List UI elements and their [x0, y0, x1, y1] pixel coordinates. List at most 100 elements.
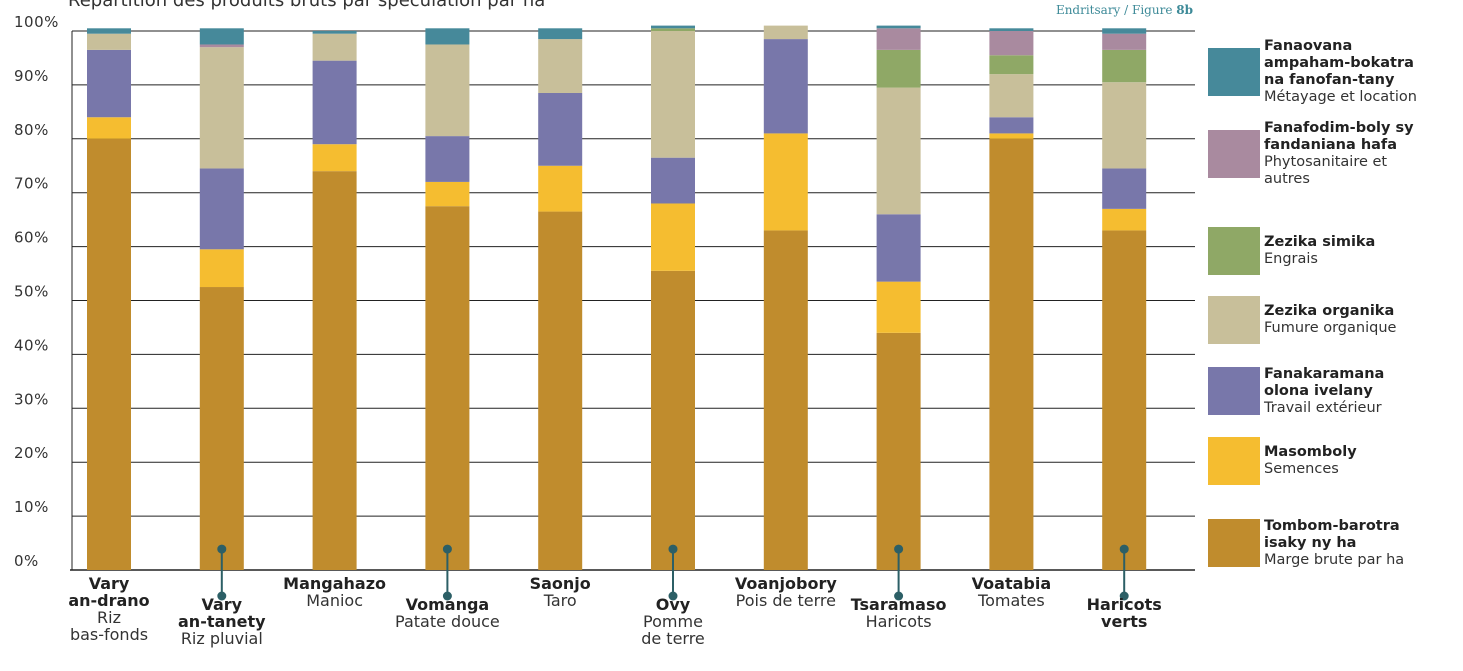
legend-swatch [1208, 296, 1260, 344]
x-axis-labels: Varyan-dranoRizbas-fondsVaryan-tanetyRiz… [68, 574, 1161, 648]
legend-label-fr: Travail extérieur [1264, 399, 1382, 416]
x-label-fr: Riz [97, 608, 121, 627]
legend-swatch [1208, 48, 1260, 96]
bar-segment [651, 270, 695, 570]
bar-segment [87, 138, 131, 571]
y-tick-label: 80% [14, 121, 49, 139]
figure-source-prefix: Endritsary / Figure [1056, 3, 1172, 17]
bar-segment [312, 171, 357, 570]
x-label-fr: de terre [641, 629, 705, 648]
bar-segment [651, 28, 695, 31]
legend-label-mg: olona ivelany [1264, 382, 1373, 399]
label-pins [217, 544, 1129, 601]
bar-segment [425, 44, 470, 137]
x-label-mg: Vary [89, 574, 130, 593]
bar-segment [876, 28, 921, 50]
bar-segment [312, 31, 357, 34]
pin-dot [894, 544, 904, 554]
bar-segment [989, 138, 1034, 571]
bar-segment [87, 117, 131, 139]
bar-stack [538, 28, 583, 570]
x-label-fr: Pois de terre [736, 591, 836, 610]
x-label-fr: Taro [543, 591, 577, 610]
legend-item: Fanafodim-boly sy fandaniana hafa Phytosan… [1208, 120, 1414, 188]
figure-source: Endritsary / Figure 8b [1056, 3, 1193, 17]
legend-label-mg: ampaham-bokatra [1264, 55, 1414, 71]
x-label-mg: Ovy [656, 595, 691, 614]
legend-label-mg: Zezika simika [1264, 234, 1376, 250]
figure-number: 8b [1176, 3, 1193, 17]
x-label-fr: Manioc [306, 591, 363, 610]
bar-stack [1102, 28, 1147, 570]
bar-segment [651, 203, 695, 271]
x-label-mg: Voanjobory [735, 574, 838, 593]
x-label-mg: Mangahazo [283, 574, 386, 593]
chart-title: Répartition des produits bruts par spécu… [68, 0, 545, 11]
y-tick-label: 90% [14, 67, 49, 85]
legend: Fanaovana ampaham-bokatra na fanofan-tany M… [1208, 0, 1463, 671]
bar-segment [989, 133, 1034, 139]
x-label-fr: Tomates [977, 591, 1045, 610]
bar-segment [538, 165, 583, 212]
bar-stack [199, 28, 244, 570]
legend-label: Fanafodim-boly sy fandaniana hafa Phytosan… [1264, 120, 1414, 188]
pin-dot [442, 591, 452, 601]
legend-label: Zezika simika Engrais [1264, 234, 1375, 268]
bar-segment [763, 230, 808, 570]
bar-segment [1102, 230, 1147, 570]
bar-segment [425, 136, 470, 182]
legend-label-mg: isaky ny ha [1264, 534, 1357, 551]
bar-segment [199, 28, 244, 45]
legend-label-fr: Marge brute par ha [1264, 551, 1405, 568]
legend-label: Masomboly Semences [1264, 444, 1357, 478]
bar-segment [989, 55, 1034, 75]
bar-segment [989, 28, 1034, 31]
bar-segment [312, 144, 357, 172]
y-tick-label: 70% [14, 175, 49, 193]
x-label-mg: an-drano [68, 591, 149, 610]
bar-segment [1102, 82, 1147, 169]
legend-label-fr: Métayage et location [1264, 89, 1417, 105]
x-label-mg: Voatabia [972, 574, 1051, 593]
pin-dot [668, 591, 678, 601]
legend-label-mg: fandaniana hafa [1264, 137, 1398, 153]
bar-segment [763, 133, 808, 231]
stacked-bar-chart: Répartition des produits bruts par spécu… [14, 0, 1195, 648]
bar-segment [876, 281, 921, 333]
x-label-fr: Pomme [643, 612, 703, 631]
bar-segment [989, 31, 1034, 56]
pin-dot [1119, 591, 1129, 601]
bar-segment [876, 49, 921, 88]
bar-segment [538, 92, 583, 166]
legend-item: Zezika organika Fumure organique [1208, 296, 1396, 344]
y-tick-label: 40% [14, 336, 49, 354]
pin-dot [217, 544, 227, 554]
bar-segment [87, 49, 131, 118]
bar-segment [651, 31, 695, 158]
legend-swatch [1208, 437, 1260, 485]
legend-swatch [1208, 367, 1260, 415]
bar-segment [1102, 28, 1147, 34]
legend-item: Fanaovana ampaham-bokatra na fanofan-tany M… [1208, 38, 1417, 106]
bar-stack [312, 31, 357, 570]
legend-item: Zezika simika Engrais [1208, 227, 1375, 275]
pin-dot [217, 591, 227, 601]
x-label-fr: Riz pluvial [181, 629, 263, 648]
bar-stack [651, 25, 695, 570]
bar-segment [876, 332, 921, 570]
legend-label-mg: Masomboly [1264, 444, 1357, 460]
bars [87, 25, 1147, 571]
x-label-mg: Tsaramaso [851, 595, 947, 614]
bar-segment [538, 211, 583, 570]
x-label-mg: Vary [201, 595, 242, 614]
bar-segment [989, 74, 1034, 118]
pin-dot [442, 544, 452, 554]
y-tick-label: 30% [14, 390, 49, 408]
pin-dot [668, 544, 678, 554]
bar-segment [199, 287, 244, 570]
bar-segment [425, 181, 470, 207]
pin-dot [894, 591, 904, 601]
legend-label: Fanakaramana olona ivelany Travail extérie… [1264, 366, 1384, 417]
legend-item: Fanakaramana olona ivelany Travail extérie… [1208, 366, 1384, 417]
x-label-fr: Patate douce [395, 612, 500, 631]
